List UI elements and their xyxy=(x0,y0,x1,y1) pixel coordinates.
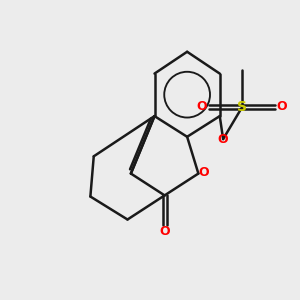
Text: O: O xyxy=(276,100,287,113)
Text: O: O xyxy=(159,225,170,239)
Text: O: O xyxy=(218,133,228,146)
Text: O: O xyxy=(196,100,207,113)
Text: O: O xyxy=(199,166,209,178)
Text: S: S xyxy=(237,100,247,114)
